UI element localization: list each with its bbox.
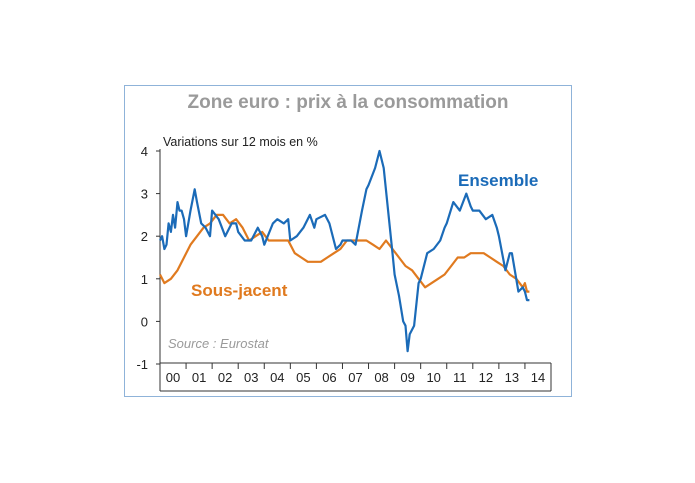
x-tick-label: 03 <box>244 370 258 385</box>
x-tick-label: 09 <box>400 370 414 385</box>
x-tick-label: 06 <box>322 370 336 385</box>
source-note: Source : Eurostat <box>168 336 270 351</box>
chart-title: Zone euro : prix à la consommation <box>187 92 509 113</box>
x-tick-label: 05 <box>296 370 310 385</box>
y-tick-label: 4 <box>141 144 148 159</box>
x-tick-label: 14 <box>531 370 545 385</box>
y-axis-ticks: 4 3 2 1 0 -1 <box>136 144 160 372</box>
y-tick-label: 3 <box>141 187 148 202</box>
x-tick-label: 10 <box>426 370 440 385</box>
y-tick-label: 2 <box>141 229 148 244</box>
series-lines <box>159 149 530 353</box>
x-tick-label: 01 <box>192 370 206 385</box>
x-tick-label: 12 <box>479 370 493 385</box>
series-line-ensemble <box>159 149 530 353</box>
x-tick-label: 11 <box>453 370 467 385</box>
series-label-sous-jacent: Sous-jacent <box>191 281 288 300</box>
x-tick-label: 04 <box>270 370 284 385</box>
x-tick-label: 07 <box>348 370 362 385</box>
x-tick-label: 02 <box>218 370 232 385</box>
axes <box>159 149 552 392</box>
y-tick-label: 1 <box>141 272 148 287</box>
x-tick-label: 13 <box>505 370 519 385</box>
unit-label: Variations sur 12 mois en % <box>163 135 318 149</box>
series-label-ensemble: Ensemble <box>458 171 538 190</box>
y-tick-label: 0 <box>141 314 148 329</box>
x-axis-ticks: 00 01 02 03 04 05 06 07 08 09 10 11 12 13 14 <box>166 363 545 385</box>
y-tick-label: -1 <box>136 357 148 372</box>
x-tick-label: 08 <box>374 370 388 385</box>
chart-frame: Zone euro : prix à la consommation Varia… <box>124 85 572 397</box>
x-tick-label: 00 <box>166 370 180 385</box>
